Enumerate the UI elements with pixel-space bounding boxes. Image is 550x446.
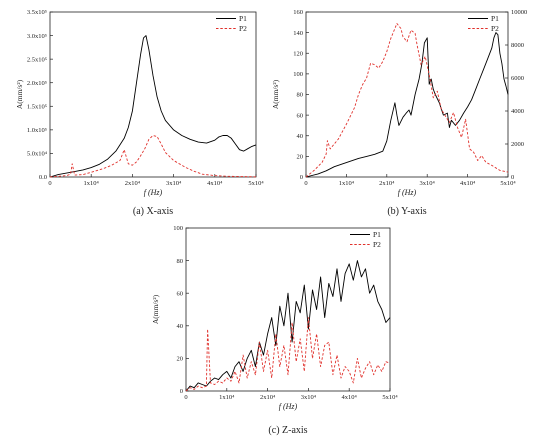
- x-tick-label: 4x10⁴: [342, 394, 358, 401]
- x-tick-label: 0: [48, 180, 51, 187]
- panel-caption: (b) Y-axis: [387, 206, 426, 217]
- x-tick-label: 1x10⁴: [219, 394, 235, 401]
- chart-panel-1: 0 1x10⁴ 2x10⁴ 3x10⁴ 4x10⁴ 5x10⁴ 0.0 5.0x10⁴ 1.0x…: [15, 9, 264, 217]
- x-tick-label: 5x10⁴: [248, 180, 264, 187]
- legend-label-p1: P1: [373, 230, 381, 239]
- series-line-p2: [185, 317, 391, 392]
- y-tick-label: 60: [177, 290, 184, 297]
- panel-caption: (a) X-axis: [133, 206, 173, 217]
- y-tick-label: 140: [293, 30, 303, 37]
- x-axis-label: f (Hz): [144, 188, 163, 197]
- y-tick-label: 160: [293, 9, 303, 16]
- y-right-tick-label: 10000: [511, 9, 527, 16]
- series-line-p2: [49, 135, 257, 178]
- legend-label-p1: P1: [239, 14, 247, 23]
- y-tick-label: 5.0x10⁴: [27, 151, 48, 158]
- x-tick-label: 3x10⁴: [420, 180, 436, 187]
- y-axis-label: A(mm/s²): [151, 294, 160, 324]
- x-axis-label: f (Hz): [398, 188, 417, 197]
- y-tick-label: 2.5x10⁵: [27, 56, 47, 63]
- x-tick-label: 1x10⁴: [339, 180, 355, 187]
- y-axis-label: A(mm/s²): [271, 79, 280, 109]
- legend-label-p2: P2: [239, 24, 247, 33]
- x-tick-label: 4x10⁴: [460, 180, 476, 187]
- x-axis-label: f (Hz): [279, 402, 298, 411]
- x-tick-label: 1x10⁴: [84, 180, 100, 187]
- y-tick-label: 100: [293, 71, 303, 78]
- panel-caption: (c) Z-axis: [268, 425, 307, 436]
- plot-frame: [305, 11, 509, 178]
- y-tick-label: 80: [297, 92, 304, 99]
- y-tick-label: 40: [297, 133, 304, 140]
- x-tick-label: 2x10⁴: [125, 180, 141, 187]
- y-tick-label: 100: [173, 225, 183, 232]
- x-tick-label: 2x10⁴: [260, 394, 276, 401]
- legend-label-p2: P2: [491, 24, 499, 33]
- y-tick-label: 0: [300, 174, 303, 181]
- series-line-p1: [49, 35, 257, 178]
- x-tick-label: 0: [184, 394, 187, 401]
- y-tick-label: 2.0x10⁵: [27, 80, 47, 87]
- x-tick-label: 5x10⁴: [382, 394, 398, 401]
- chart-panel-3: 0 1x10⁴ 2x10⁴ 3x10⁴ 4x10⁴ 5x10⁴ 0 20 40 60 80 100 f …: [151, 225, 398, 436]
- y-tick-label: 3.5x10⁵: [27, 9, 47, 16]
- y-tick-label: 1.0x10⁵: [27, 127, 47, 134]
- y-tick-label: 120: [293, 50, 303, 57]
- plot-frame: [185, 227, 391, 392]
- y-right-tick-label: 4000: [511, 108, 524, 115]
- series-line-p1: [305, 32, 509, 178]
- y-tick-label: 80: [177, 258, 184, 265]
- y-tick-label: 1.5x10⁵: [27, 103, 47, 110]
- y-tick-label: 20: [297, 154, 304, 161]
- y-axis-label: A(mm/s²): [15, 79, 24, 109]
- chart-panel-2: 0 1x10⁴ 2x10⁴ 3x10⁴ 4x10⁴ 5x10⁴02040608010012…: [271, 9, 527, 217]
- x-tick-label: 0: [304, 180, 307, 187]
- y-right-tick-label: 2000: [511, 141, 524, 148]
- y-tick-label: 40: [177, 323, 184, 330]
- y-tick-label: 3.0x10⁵: [27, 33, 47, 40]
- x-tick-label: 5x10⁴: [500, 180, 516, 187]
- plot-frame: [49, 11, 257, 178]
- legend-label-p2: P2: [373, 240, 381, 249]
- x-tick-label: 4x10⁴: [207, 180, 223, 187]
- series-line-p2: [305, 23, 509, 178]
- x-tick-label: 2x10⁴: [379, 180, 395, 187]
- legend-label-p1: P1: [491, 14, 499, 23]
- x-tick-label: 3x10⁴: [301, 394, 317, 401]
- y-right-tick-label: 0: [511, 174, 514, 181]
- y-right-tick-label: 6000: [511, 75, 524, 82]
- y-right-tick-label: 8000: [511, 42, 524, 49]
- y-tick-label: 60: [297, 112, 304, 119]
- y-tick-label: 0: [180, 388, 183, 395]
- series-line-p1: [185, 260, 391, 392]
- y-tick-label: 0.0: [39, 174, 47, 181]
- y-tick-label: 20: [177, 356, 184, 363]
- x-tick-label: 3x10⁴: [166, 180, 182, 187]
